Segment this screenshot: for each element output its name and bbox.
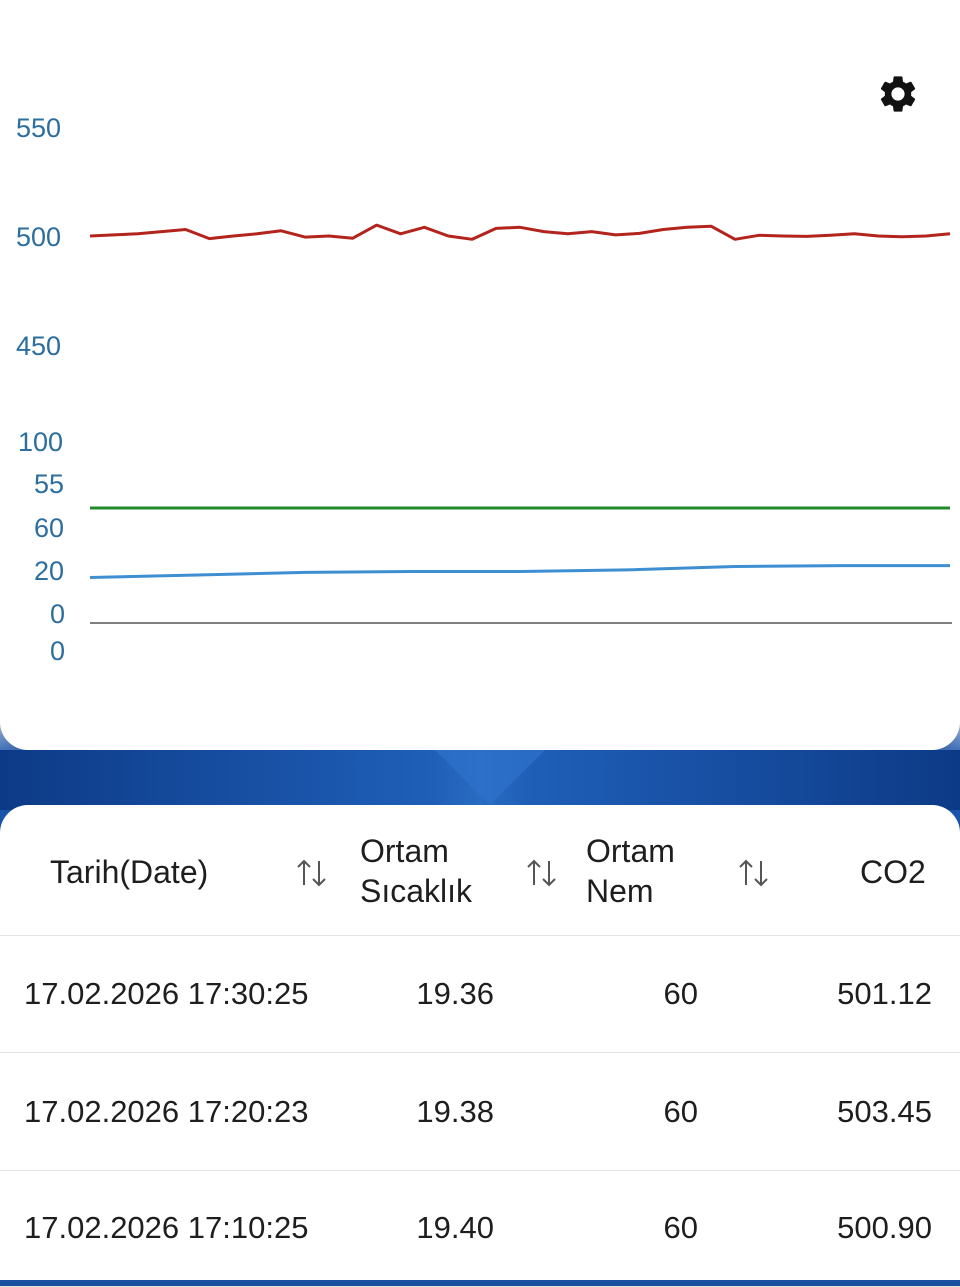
header-humidity-line2[interactable]: Nem	[586, 873, 654, 909]
y-tick-label: 0	[50, 636, 65, 666]
header-temperature-line1[interactable]: Ortam	[360, 833, 449, 869]
y-tick-label: 0	[50, 599, 65, 629]
y-tick-label: 60	[34, 513, 64, 543]
temperature-series-line	[89, 564, 950, 579]
header-co2[interactable]: CO2	[860, 854, 926, 890]
header-date[interactable]: Tarih(Date)	[50, 854, 209, 890]
cell-date: 17.02.2026 17:10:25	[24, 1210, 309, 1245]
cell-date: 17.02.2026 17:30:25	[24, 976, 309, 1011]
table-header: Tarih(Date) Ortam Sıcaklık Ortam Nem CO2	[0, 805, 960, 936]
sort-arrows-icon[interactable]	[736, 853, 772, 893]
y-tick-label: 500	[16, 222, 61, 252]
cell-co2: 500.90	[837, 1210, 932, 1245]
sort-arrows-icon[interactable]	[524, 853, 560, 893]
y-tick-label: 55	[34, 469, 64, 499]
co2-series-line	[89, 223, 951, 241]
header-humidity-line1[interactable]: Ortam	[586, 833, 675, 869]
cell-temperature: 19.38	[416, 1094, 494, 1129]
cell-co2: 503.45	[837, 1094, 932, 1129]
sensor-chart: 550 500 450 100 55 60 20 0 0	[16, 113, 952, 666]
cell-humidity: 60	[663, 1210, 698, 1245]
band-wedge	[435, 750, 545, 805]
table-row[interactable]: 17.02.2026 17:20:23 19.38 60 503.45	[0, 1054, 960, 1171]
table-row[interactable]: 17.02.2026 17:10:25 19.40 60 500.90	[0, 1170, 960, 1287]
cell-temperature: 19.40	[416, 1210, 494, 1245]
gear-icon	[880, 76, 916, 112]
header-decoration-band	[0, 750, 960, 810]
readings-table: Tarih(Date) Ortam Sıcaklık Ortam Nem CO2…	[0, 805, 960, 1287]
cell-humidity: 60	[663, 976, 698, 1011]
header-temperature-line2[interactable]: Sıcaklık	[360, 873, 473, 909]
y-tick-label: 550	[16, 113, 61, 143]
cell-date: 17.02.2026 17:20:23	[24, 1094, 309, 1129]
y-tick-label: 100	[18, 427, 63, 457]
cell-temperature: 19.36	[416, 976, 494, 1011]
cell-humidity: 60	[663, 1094, 698, 1129]
y-tick-label: 450	[16, 331, 61, 361]
chart-card: 550 500 450 100 55 60 20 0 0	[0, 0, 960, 750]
table-row[interactable]: 17.02.2026 17:30:25 19.36 60 501.12	[0, 936, 960, 1053]
settings-button[interactable]	[872, 68, 924, 120]
cell-co2: 501.12	[837, 976, 932, 1011]
sort-arrows-icon[interactable]	[294, 853, 330, 893]
y-tick-label: 20	[34, 556, 64, 586]
